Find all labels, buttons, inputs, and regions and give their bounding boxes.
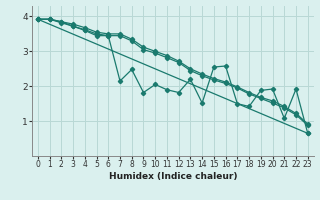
X-axis label: Humidex (Indice chaleur): Humidex (Indice chaleur) (108, 172, 237, 181)
